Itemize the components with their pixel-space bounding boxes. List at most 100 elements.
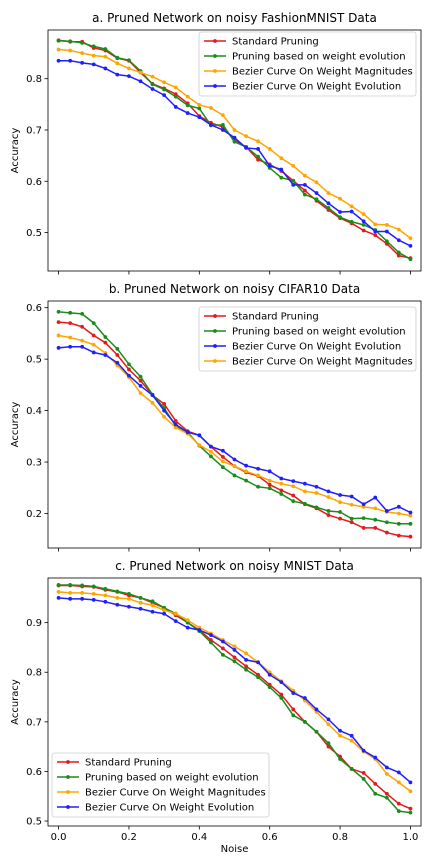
data-point [103,599,108,604]
y-tick-label: 0.5 [26,228,42,239]
data-point [314,484,319,489]
panel-3: c. Pruned Network on noisy MNIST Data 0.5… [10,559,422,855]
data-point [338,510,342,514]
data-point [408,810,413,815]
data-point [267,478,272,483]
data-point [138,384,143,388]
data-point [162,408,167,413]
legend-marker [213,39,217,43]
data-point [91,62,96,67]
data-point [361,228,366,233]
data-point [338,500,342,505]
data-point [150,599,155,604]
data-point [279,476,284,481]
data-point [361,502,366,507]
data-point [361,212,366,216]
data-point [162,402,167,406]
data-point [384,530,389,535]
data-point [361,516,366,521]
data-point [232,648,237,652]
data-point [396,250,401,255]
legend-box [51,752,270,818]
data-point [338,493,342,497]
y-tick-label: 0.4 [26,406,42,417]
legend-marker [213,54,217,58]
data-point [408,780,413,785]
data-point [80,311,85,316]
legend-marker [213,69,217,73]
data-point [56,333,61,338]
data-point [173,422,178,427]
data-point [127,66,131,71]
data-point [326,741,331,746]
y-axis-label: Accuracy [10,402,21,448]
data-point [80,583,85,588]
data-point [209,122,213,127]
data-point [384,229,389,234]
data-point [384,509,389,513]
legend: Standard Pruning Pruning based on weight … [51,752,270,818]
data-point [373,517,378,522]
data-point [291,493,296,498]
data-point [91,321,96,326]
data-point [185,618,190,623]
data-point [232,457,237,462]
data-point [361,219,366,224]
data-point [115,72,120,77]
data-point [361,222,366,227]
series-blue [56,344,413,515]
data-point [373,781,378,786]
data-point [349,494,354,499]
legend-label: Bezier Curve On Weight Evolution [85,803,254,814]
data-point [291,713,296,718]
data-point [197,102,202,107]
data-point [162,608,167,613]
data-point [68,58,73,63]
data-point [338,215,342,220]
data-point [349,767,354,771]
legend-label: Pruning based on weight evolution [232,327,406,338]
data-point [103,593,108,598]
legend-label: Standard Pruning [232,312,319,323]
data-point [396,780,401,785]
data-point [361,748,366,753]
data-point [279,167,284,172]
data-point [80,51,85,55]
data-point [91,350,96,355]
y-tick-label: 0.5 [26,355,42,366]
data-point [197,443,202,447]
data-point [349,502,354,507]
data-point [373,222,378,227]
data-point [279,492,284,496]
data-point [232,135,237,140]
data-point [185,94,190,99]
data-point [396,770,401,775]
y-tick-label: 0.6 [26,177,42,188]
data-point [56,320,61,324]
data-point [103,47,108,51]
legend-label: Bezier Curve On Weight Evolution [232,342,401,353]
data-point [91,53,96,58]
y-tick-label: 0.5 [26,817,42,828]
data-point [80,60,85,65]
data-point [138,606,143,611]
data-point [127,58,131,63]
data-point [408,257,413,262]
data-point [279,488,284,493]
data-point [384,765,389,770]
data-point [396,533,401,538]
data-point [162,87,167,92]
y-tick-label: 0.7 [26,125,42,136]
axes-frame [47,577,422,827]
data-point [244,657,249,662]
data-point [138,600,143,605]
y-tick-label: 0.2 [26,509,42,520]
data-point [232,655,237,660]
y-tick-label: 0.6 [26,767,42,778]
legend-marker [66,790,70,794]
data-point [68,48,73,53]
data-point [267,482,272,487]
legend-marker [66,775,70,779]
data-point [384,795,389,800]
data-point [127,362,131,367]
